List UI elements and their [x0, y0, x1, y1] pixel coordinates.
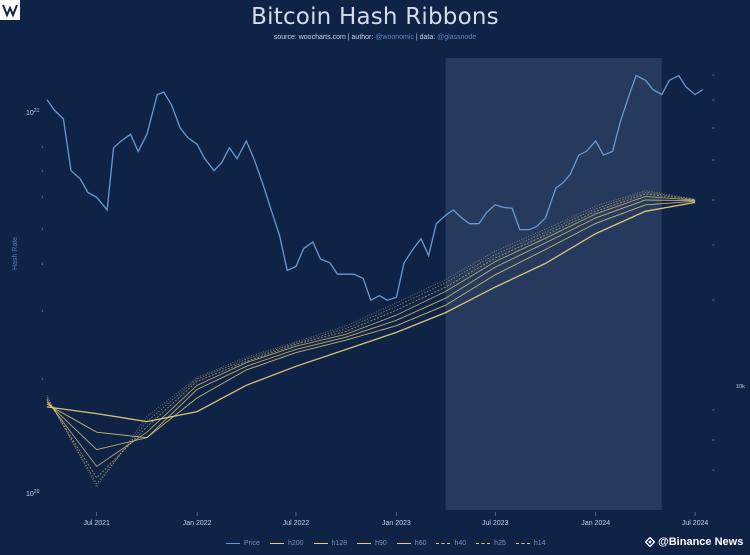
binance-icon	[645, 537, 655, 547]
legend-label: Price	[244, 540, 260, 547]
legend-swatch	[396, 543, 411, 544]
series-price-line	[46, 74, 704, 302]
binance-news-watermark: @Binance News	[645, 536, 743, 548]
author-link[interactable]: @woonomic	[375, 34, 414, 41]
legend-item-price[interactable]: Price	[226, 540, 260, 547]
legend-swatch	[515, 543, 530, 544]
x-tick-label: Jan 2024	[581, 520, 610, 527]
y-minor-tick-label: 1	[41, 168, 44, 173]
legend: Price h200 h128 h90 h60 h40 h25 h14	[226, 540, 546, 547]
legend-label: h25	[494, 540, 506, 547]
separator: |	[413, 34, 420, 41]
y-tick-label: 1020	[26, 489, 40, 498]
legend-swatch	[269, 543, 284, 544]
y-minor-tick-label: 1	[41, 261, 44, 266]
legend-item-h14[interactable]: h14	[515, 540, 546, 547]
watermark-text: @Binance News	[658, 536, 744, 548]
y-tick-label: 1021	[26, 108, 40, 117]
series-h40-line	[46, 193, 696, 479]
x-tick-label: Jul 2023	[482, 520, 509, 527]
y-minor-tick-label: 1	[41, 144, 44, 149]
legend-label: h200	[287, 540, 304, 547]
x-tick-label: Jul 2022	[283, 520, 310, 527]
legend-label: h14	[533, 540, 546, 547]
data-source-link[interactable]: @glassnode	[437, 34, 477, 41]
author-label: author:	[351, 34, 376, 41]
legend-swatch	[313, 543, 328, 544]
x-tick-label: Jul 2021	[83, 520, 110, 527]
y-minor-tick-label: 1	[41, 226, 44, 231]
series-h128-line	[46, 200, 696, 439]
right-y-tick-label: 10k	[736, 384, 745, 390]
legend-label: h90	[375, 540, 387, 547]
series-h200-line	[46, 201, 696, 423]
data-label: data:	[419, 34, 438, 41]
legend-item-h128[interactable]: h128	[313, 540, 348, 547]
y-minor-tick-label: 1	[41, 308, 44, 313]
legend-label: h60	[414, 540, 427, 547]
chart-title: Bitcoin Hash Ribbons	[251, 4, 499, 30]
x-tick-label: Jul 2024	[682, 520, 709, 527]
series-h90-line	[46, 199, 696, 451]
source-text: source: woocharts.com	[273, 34, 346, 41]
highlight-region	[445, 58, 662, 510]
series-h60-line	[46, 195, 696, 468]
legend-item-h90[interactable]: h90	[357, 540, 387, 547]
legend-swatch	[476, 543, 491, 544]
y-minor-tick-label: 1	[41, 194, 44, 199]
legend-label: h40	[454, 540, 467, 547]
legend-swatch	[436, 543, 451, 544]
y-minor-tick-label: 1	[41, 376, 44, 381]
chart-subtitle: source: woocharts.com | author: @woonomi…	[0, 34, 750, 41]
legend-item-h200[interactable]: h200	[269, 540, 304, 547]
legend-item-h40[interactable]: h40	[436, 540, 466, 547]
x-tick-label: Jan 2023	[382, 520, 411, 527]
legend-item-h60[interactable]: h60	[396, 540, 427, 547]
legend-swatch	[357, 543, 372, 544]
legend-swatch	[226, 543, 240, 544]
legend-item-h25[interactable]: h25	[476, 540, 506, 547]
woocharts-logo	[0, 0, 20, 20]
legend-label: h128	[331, 540, 348, 547]
y-axis-label: Hash Rate	[12, 236, 19, 270]
x-tick-label: Jan 2022	[183, 520, 212, 527]
separator: |	[345, 34, 352, 41]
